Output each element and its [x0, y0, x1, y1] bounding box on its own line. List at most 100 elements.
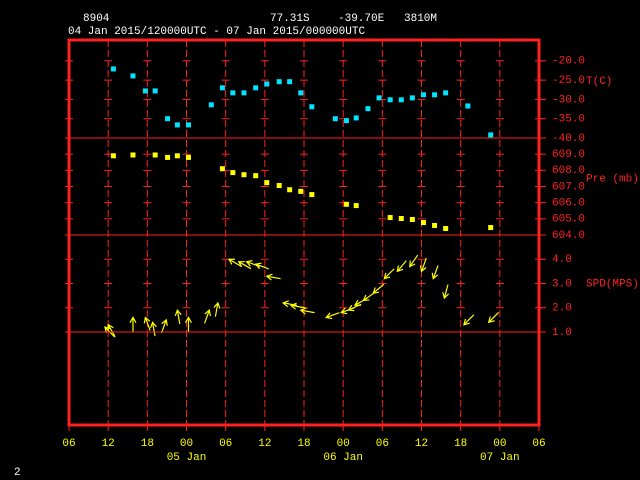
elevation: 3810M — [404, 13, 437, 25]
wind-arrow — [281, 300, 298, 308]
data-point — [398, 97, 404, 103]
y-tick-label: 3.0 — [552, 278, 572, 290]
wind-arrow — [299, 307, 315, 315]
date-label: 07 Jan — [480, 452, 520, 464]
wind-arrow — [160, 318, 168, 334]
data-point — [353, 203, 359, 209]
data-point — [130, 73, 136, 79]
y-tick-label: -40.0 — [552, 133, 585, 145]
data-point — [152, 152, 158, 158]
data-point — [185, 122, 191, 128]
wind-arrow — [265, 273, 281, 281]
data-point — [287, 187, 293, 193]
longitude: -39.70E — [338, 13, 385, 25]
data-point — [110, 153, 116, 159]
wind-arrow — [409, 254, 419, 268]
data-point — [420, 92, 426, 98]
data-point — [365, 106, 371, 112]
wind-arrow — [213, 301, 221, 317]
data-point — [387, 215, 393, 221]
data-point — [165, 154, 171, 160]
data-point — [276, 79, 282, 85]
x-tick-label: 18 — [297, 438, 310, 450]
wind-arrow — [149, 321, 157, 337]
data-point — [152, 88, 158, 94]
frame — [67, 38, 541, 427]
x-tick-label: 18 — [141, 438, 154, 450]
data-point — [409, 95, 415, 101]
data-point — [343, 118, 349, 124]
x-tick-label: 06 — [532, 438, 545, 450]
y-tick-label: 2.0 — [552, 303, 572, 315]
data-point — [174, 122, 180, 128]
data-point — [185, 154, 191, 160]
wind-arrow — [237, 261, 252, 270]
y-tick-label: -25.0 — [552, 75, 585, 87]
data-point — [142, 88, 148, 94]
data-point — [409, 216, 415, 222]
data-point — [110, 66, 116, 72]
date-label: 06 Jan — [323, 452, 363, 464]
y-axis-label: SPD(MPS) — [586, 278, 639, 290]
x-tick-label: 00 — [337, 438, 350, 450]
data-point — [432, 222, 438, 228]
x-tick-label: 12 — [258, 438, 271, 450]
x-tick-label: 00 — [493, 438, 506, 450]
data-point — [298, 188, 304, 194]
data-point — [343, 201, 349, 207]
x-tick-label: 06 — [219, 438, 232, 450]
data-point — [230, 170, 236, 176]
wind-arrow — [254, 262, 270, 270]
wind-arrow — [487, 311, 500, 324]
data-point — [165, 116, 171, 122]
data-point — [332, 116, 338, 122]
y-tick-label: 605.0 — [552, 214, 585, 226]
y-tick-label: -30.0 — [552, 94, 585, 106]
wind-arrow — [174, 308, 182, 325]
y-axis-label: Pre (mb) — [586, 173, 639, 185]
data-point — [298, 90, 304, 96]
data-point — [387, 97, 393, 103]
data-point — [253, 173, 259, 179]
y-tick-label: 4.0 — [552, 254, 572, 266]
wind-arrow — [463, 314, 475, 326]
y-axis-label: T(C) — [586, 76, 612, 88]
data-point — [253, 85, 259, 91]
date-label: 05 Jan — [167, 452, 207, 464]
wind-arrow — [325, 312, 340, 320]
data-point — [488, 225, 494, 231]
data-point — [432, 92, 438, 98]
data-point — [174, 153, 180, 159]
data-point — [230, 90, 236, 96]
data-point — [264, 180, 270, 186]
data-point — [465, 103, 471, 109]
wind-arrow — [227, 258, 242, 267]
x-tick-label: 12 — [102, 438, 115, 450]
data-point — [208, 102, 214, 108]
wind-arrow — [372, 283, 385, 294]
wind-arrow — [184, 316, 192, 332]
data-point — [309, 104, 315, 110]
data-point — [443, 90, 449, 96]
data-point — [130, 152, 136, 158]
wind-arrow — [289, 302, 305, 310]
data-point — [488, 132, 494, 138]
station-id: 8904 — [83, 13, 110, 25]
wind-arrow — [431, 265, 439, 280]
y-tick-label: -20.0 — [552, 56, 585, 68]
data-point — [376, 95, 382, 101]
wind-arrow — [383, 268, 395, 280]
wind-arrow — [442, 284, 450, 300]
x-tick-label: 06 — [376, 438, 389, 450]
data-point — [241, 172, 247, 178]
data-point — [264, 81, 270, 87]
y-tick-label: -35.0 — [552, 114, 585, 126]
data-point — [398, 216, 404, 222]
y-tick-label: 609.0 — [552, 149, 585, 161]
data-point — [287, 79, 293, 85]
wind-arrow — [419, 258, 427, 273]
y-tick-label: 608.0 — [552, 165, 585, 177]
